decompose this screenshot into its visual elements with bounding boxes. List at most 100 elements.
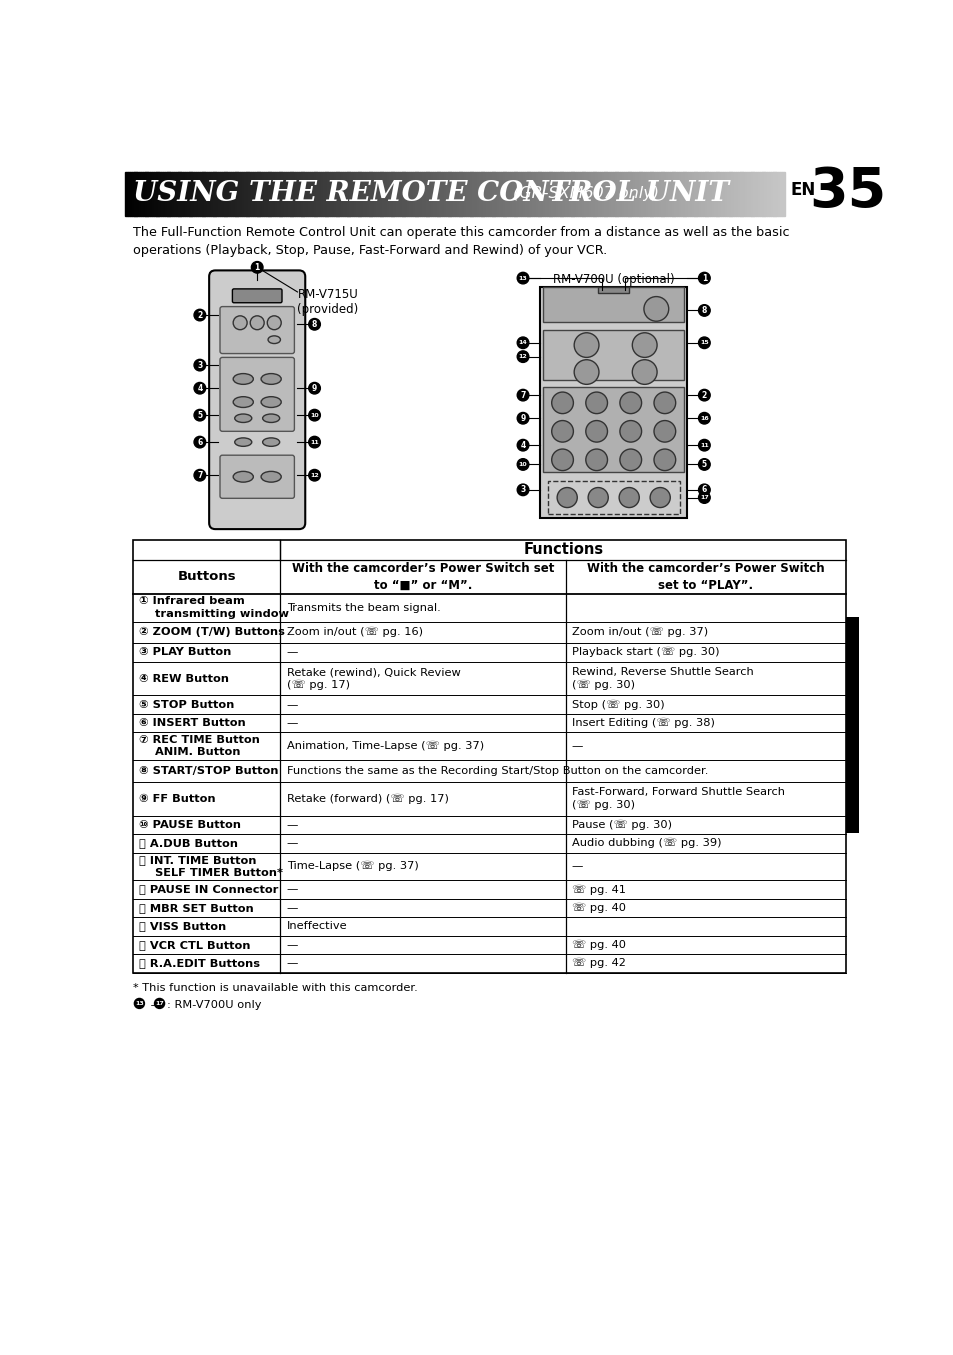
Bar: [241, 172, 244, 217]
Bar: [564, 172, 567, 217]
Text: Buttons: Buttons: [177, 570, 236, 584]
Bar: [308, 172, 310, 217]
Bar: [584, 172, 586, 217]
Circle shape: [619, 392, 641, 413]
Bar: [522, 172, 525, 217]
Bar: [709, 172, 711, 217]
Bar: [391, 172, 394, 217]
Bar: [704, 172, 707, 217]
Circle shape: [233, 316, 247, 329]
Bar: [487, 172, 490, 217]
Text: —: —: [286, 820, 297, 829]
Bar: [461, 172, 463, 217]
Circle shape: [698, 484, 709, 496]
Bar: [399, 172, 402, 217]
Bar: [640, 172, 643, 217]
Bar: [599, 172, 601, 217]
Ellipse shape: [261, 472, 281, 482]
Circle shape: [654, 449, 675, 470]
Bar: [446, 172, 448, 217]
Circle shape: [698, 458, 709, 470]
Bar: [347, 172, 350, 217]
Bar: [266, 172, 269, 217]
Bar: [478, 172, 481, 217]
Bar: [448, 172, 451, 217]
Bar: [643, 172, 645, 217]
Bar: [197, 172, 200, 217]
Text: 7: 7: [197, 470, 202, 480]
Bar: [185, 172, 187, 217]
Bar: [512, 172, 514, 217]
Bar: [845, 617, 858, 832]
Bar: [136, 172, 139, 217]
Bar: [634, 172, 637, 217]
Ellipse shape: [261, 374, 281, 385]
Bar: [345, 172, 347, 217]
Text: Transmits the beam signal.: Transmits the beam signal.: [286, 603, 440, 612]
Bar: [608, 172, 611, 217]
Bar: [408, 172, 411, 217]
Bar: [170, 172, 172, 217]
Circle shape: [574, 359, 598, 385]
Circle shape: [517, 458, 528, 470]
Text: 7: 7: [519, 390, 525, 400]
Text: ⑤ STOP Button: ⑤ STOP Button: [138, 699, 233, 710]
Text: ☏ pg. 40: ☏ pg. 40: [571, 940, 625, 950]
Circle shape: [698, 337, 709, 348]
Bar: [270, 172, 273, 217]
Bar: [566, 172, 569, 217]
Circle shape: [134, 999, 144, 1008]
Circle shape: [193, 436, 206, 449]
Bar: [283, 172, 286, 217]
Text: 14: 14: [518, 340, 527, 346]
Bar: [330, 172, 332, 217]
Bar: [288, 172, 291, 217]
Bar: [404, 172, 407, 217]
Text: Audio dubbing (☏ pg. 39): Audio dubbing (☏ pg. 39): [571, 839, 720, 848]
Bar: [254, 172, 257, 217]
Bar: [630, 172, 633, 217]
Bar: [367, 172, 369, 217]
Text: Zoom in/out (☏ pg. 37): Zoom in/out (☏ pg. 37): [571, 627, 707, 637]
Bar: [371, 172, 374, 217]
Bar: [665, 172, 667, 217]
Text: ⑮ VISS Button: ⑮ VISS Button: [138, 921, 226, 931]
Text: ☏ pg. 41: ☏ pg. 41: [571, 885, 625, 894]
FancyBboxPatch shape: [209, 271, 305, 528]
Bar: [298, 172, 301, 217]
Bar: [369, 172, 372, 217]
Circle shape: [517, 412, 528, 424]
Bar: [612, 172, 615, 217]
Bar: [578, 172, 579, 217]
Text: ⑦ REC TIME Button
    ANIM. Button: ⑦ REC TIME Button ANIM. Button: [138, 734, 259, 757]
Bar: [379, 172, 382, 217]
Text: 3: 3: [519, 485, 525, 495]
Bar: [360, 172, 362, 217]
Bar: [468, 172, 470, 217]
Bar: [579, 172, 582, 217]
Bar: [397, 172, 400, 217]
Text: ③ PLAY Button: ③ PLAY Button: [138, 648, 231, 657]
Circle shape: [574, 333, 598, 358]
Bar: [441, 172, 444, 217]
Text: ☏ pg. 42: ☏ pg. 42: [571, 958, 625, 969]
Circle shape: [517, 337, 528, 348]
Bar: [413, 172, 416, 217]
Bar: [766, 172, 768, 217]
Text: 1: 1: [701, 274, 706, 283]
Bar: [175, 172, 178, 217]
Circle shape: [618, 488, 639, 508]
Bar: [748, 172, 751, 217]
Bar: [738, 172, 740, 217]
Bar: [153, 172, 156, 217]
Bar: [531, 172, 534, 217]
Circle shape: [585, 392, 607, 413]
Text: 5: 5: [701, 459, 706, 469]
Bar: [746, 172, 749, 217]
Bar: [439, 172, 441, 217]
Bar: [224, 172, 227, 217]
Text: Pause (☏ pg. 30): Pause (☏ pg. 30): [571, 820, 671, 829]
Bar: [733, 172, 736, 217]
Bar: [509, 172, 512, 217]
Ellipse shape: [234, 415, 252, 423]
